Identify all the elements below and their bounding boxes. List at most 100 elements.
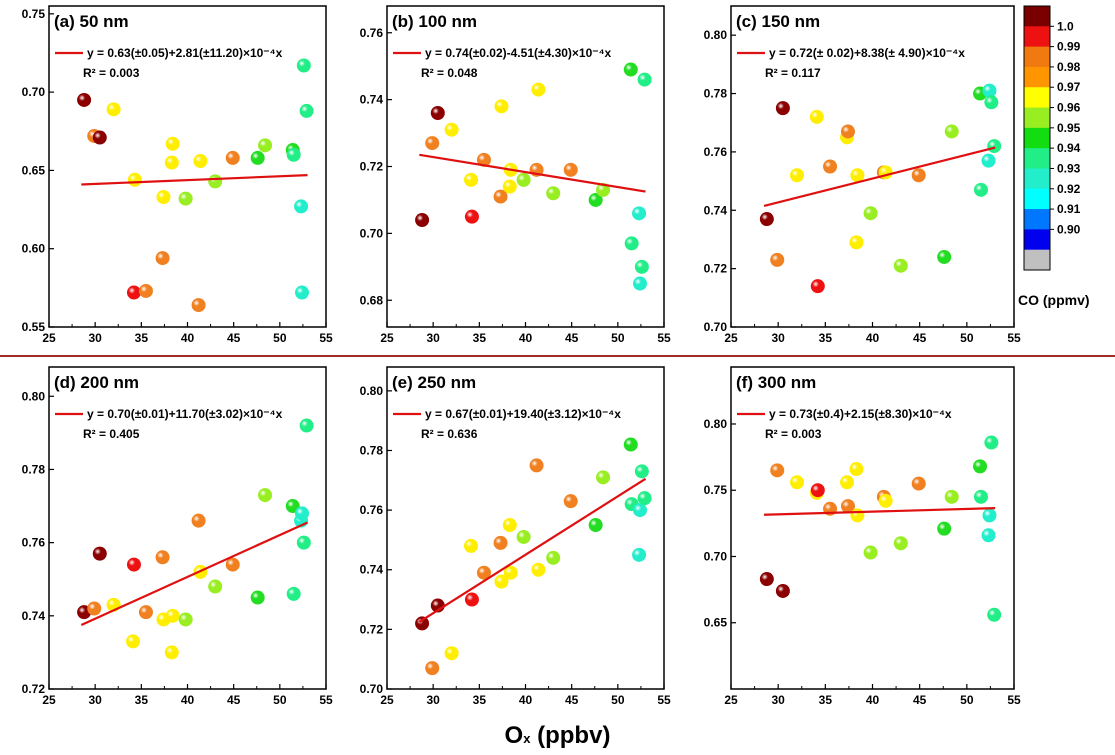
y-tick-label: 0.72 bbox=[704, 262, 728, 276]
y-tick-label: 0.74 bbox=[704, 203, 728, 217]
x-tick-label: 35 bbox=[473, 331, 487, 345]
y-tick-label: 0.70 bbox=[22, 85, 46, 99]
x-tick-label: 35 bbox=[473, 693, 487, 707]
data-point bbox=[126, 557, 141, 572]
fit-line bbox=[763, 507, 996, 516]
data-point bbox=[444, 122, 459, 137]
data-point bbox=[191, 298, 206, 313]
data-point bbox=[984, 95, 999, 110]
y-tick-label: 0.76 bbox=[360, 503, 384, 517]
data-point bbox=[982, 508, 997, 523]
y-tick-label: 0.70 bbox=[360, 226, 384, 240]
r-squared: R² = 0.003 bbox=[83, 66, 140, 80]
data-point bbox=[258, 488, 273, 503]
colorbar-tick-label: 0.91 bbox=[1057, 202, 1081, 216]
data-point bbox=[191, 513, 206, 528]
panel-title: (e) 250 nm bbox=[392, 373, 476, 392]
data-point bbox=[563, 162, 578, 177]
panel-title: (a) 50 nm bbox=[54, 12, 129, 31]
data-point bbox=[911, 168, 926, 183]
x-tick-label: 30 bbox=[426, 693, 440, 707]
fit-equation: y = 0.63(±0.05)+2.81(±11.20)×10⁻⁴x bbox=[87, 46, 283, 60]
data-point bbox=[225, 557, 240, 572]
panel-title: (c) 150 nm bbox=[736, 12, 820, 31]
r-squared: R² = 0.117 bbox=[765, 66, 821, 80]
data-point bbox=[164, 645, 179, 660]
data-point bbox=[127, 172, 142, 187]
fit-line bbox=[763, 146, 996, 207]
data-point bbox=[984, 435, 999, 450]
data-point bbox=[840, 499, 855, 514]
x-tick-label: 25 bbox=[724, 693, 738, 707]
y-tick-label: 0.70 bbox=[704, 320, 728, 334]
data-point bbox=[476, 152, 491, 167]
x-tick-label: 45 bbox=[565, 693, 579, 707]
data-point bbox=[810, 279, 825, 294]
data-point bbox=[863, 545, 878, 560]
data-point bbox=[299, 418, 314, 433]
y-tick-label: 0.68 bbox=[360, 293, 384, 307]
data-point bbox=[632, 276, 647, 291]
data-point bbox=[294, 506, 309, 521]
data-point bbox=[634, 464, 649, 479]
data-point bbox=[464, 209, 479, 224]
data-point bbox=[494, 574, 509, 589]
data-point bbox=[546, 186, 561, 201]
x-tick-label: 35 bbox=[819, 693, 833, 707]
data-point bbox=[546, 550, 561, 565]
fit-equation: y = 0.70(±0.01)+11.70(±3.02)×10⁻⁴x bbox=[87, 407, 283, 421]
data-point bbox=[893, 258, 908, 273]
x-tick-label: 30 bbox=[88, 331, 102, 345]
y-tick-label: 0.78 bbox=[704, 87, 728, 101]
data-point bbox=[770, 463, 785, 478]
data-point bbox=[878, 493, 893, 508]
y-tick-label: 0.70 bbox=[704, 549, 728, 563]
data-point bbox=[502, 518, 517, 533]
data-point bbox=[164, 155, 179, 170]
data-point bbox=[987, 139, 1002, 154]
data-point bbox=[425, 661, 440, 676]
colorbar-title: CO (ppmv) bbox=[1018, 292, 1090, 308]
data-point bbox=[531, 82, 546, 97]
data-point bbox=[775, 583, 790, 598]
panel-e: 25 30 35 40 45 50 55 0.70 0.72 0.74 0.76 0.78 0.80 (e… bbox=[360, 366, 671, 707]
data-point bbox=[493, 535, 508, 550]
data-point bbox=[810, 483, 825, 498]
data-point bbox=[250, 590, 265, 605]
colorbar-tick-label: 0.95 bbox=[1057, 121, 1081, 135]
data-point bbox=[632, 503, 647, 518]
panels: 25 30 35 40 45 50 55 0.55 0.60 0.65 0.70 0.75 (a) 50… bbox=[22, 5, 1021, 707]
x-axis-label-subscript: x bbox=[523, 731, 531, 746]
data-point bbox=[623, 437, 638, 452]
x-tick-label: 30 bbox=[88, 693, 102, 707]
data-point bbox=[624, 236, 639, 251]
data-point bbox=[790, 475, 805, 490]
r-squared: R² = 0.048 bbox=[421, 66, 478, 80]
data-point bbox=[494, 99, 509, 114]
data-point bbox=[193, 154, 208, 169]
data-point bbox=[208, 174, 223, 189]
x-tick-label: 25 bbox=[42, 331, 56, 345]
y-tick-label: 0.60 bbox=[22, 242, 46, 256]
y-tick-label: 0.80 bbox=[22, 389, 46, 403]
data-point bbox=[516, 529, 531, 544]
colorbar-swatch bbox=[1024, 127, 1050, 149]
data-point bbox=[476, 565, 491, 580]
data-point bbox=[840, 475, 855, 490]
y-tick-label: 0.72 bbox=[22, 682, 46, 696]
y-tick-label: 0.75 bbox=[704, 483, 728, 497]
colorbar-tick-label: 0.98 bbox=[1057, 60, 1081, 74]
data-point bbox=[632, 206, 647, 221]
y-tick-label: 0.80 bbox=[360, 384, 384, 398]
colorbar-tick-label: 0.92 bbox=[1057, 182, 1081, 196]
colorbar-tick-label: 0.96 bbox=[1057, 101, 1081, 115]
data-point bbox=[790, 168, 805, 183]
x-tick-label: 50 bbox=[611, 331, 625, 345]
x-axis-label: Ox (ppbv) bbox=[0, 722, 1115, 750]
data-point bbox=[156, 190, 171, 205]
data-point bbox=[982, 83, 997, 98]
colorbar-swatch bbox=[1024, 46, 1050, 68]
y-tick-label: 0.75 bbox=[22, 7, 46, 21]
panel-d: 25 30 35 40 45 50 55 0.72 0.74 0.76 0.78 0.80 (d) 20… bbox=[22, 366, 333, 707]
x-tick-label: 40 bbox=[181, 693, 195, 707]
